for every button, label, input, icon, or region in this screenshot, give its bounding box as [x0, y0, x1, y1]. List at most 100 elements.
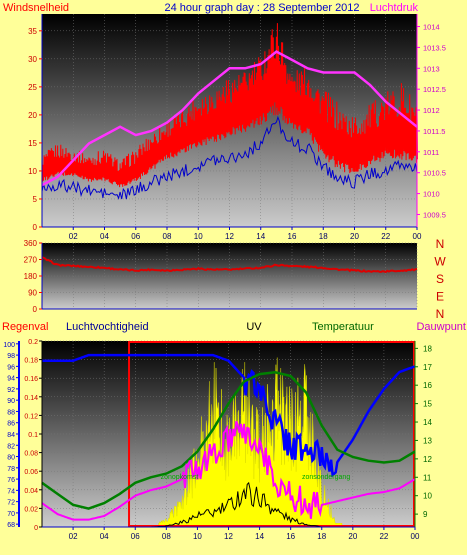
temperature-series	[41, 371, 416, 510]
compass-label: W	[434, 255, 446, 269]
humidity-y-tick-label: 90	[7, 398, 15, 405]
direction-y-tick-label: 360	[24, 239, 38, 248]
wind-average-series	[41, 115, 418, 200]
humidity-y-tick-label: 96	[7, 364, 15, 371]
uv-y-tick-label: 0.1	[28, 432, 38, 439]
uv-y-tick-label: 0.2	[28, 339, 38, 346]
humidity-y-tick-label: 72	[7, 500, 15, 507]
wind-x-tick-label: 14	[256, 232, 265, 241]
humidity-y-tick-label: 68	[7, 522, 15, 529]
multi-x-tick-label: 04	[100, 532, 109, 541]
wind-y-tick-label: 15	[28, 139, 37, 148]
multi-x-tick-label: 14	[255, 532, 264, 541]
temperature-y-tick-label: 9	[423, 510, 428, 519]
pressure-y-tick-label: 1014	[423, 23, 440, 32]
pressure-axis-title: Luchtdruk	[370, 2, 419, 14]
wind-x-tick-label: 20	[350, 232, 359, 241]
temperature-y-tick-label: 17	[423, 363, 432, 372]
compass-label: N	[436, 307, 445, 321]
wind-x-tick-label: 00	[413, 232, 422, 241]
pressure-y-tick-label: 1009.5	[423, 210, 446, 219]
wind-y-tick-label: 25	[28, 83, 37, 92]
graph-title: 24 hour graph day : 28 September 2012	[164, 2, 359, 14]
temperature-y-tick-label: 15	[423, 400, 432, 409]
uv-y-tick-label: 0.16	[24, 376, 38, 383]
wind-x-tick-label: 06	[131, 232, 140, 241]
multi-x-tick-label: 12	[224, 532, 233, 541]
temperature-y-tick-label: 16	[423, 381, 432, 390]
humidity-y-tick-label: 88	[7, 409, 15, 416]
humidity-label: Luchtvochtigheid	[66, 321, 149, 333]
humidity-y-tick-label: 78	[7, 466, 15, 473]
humidity-y-tick-label: 92	[7, 387, 15, 394]
uv-y-tick-label: 0	[34, 525, 38, 532]
wind-x-tick-label: 04	[100, 232, 109, 241]
sunset-label: zonsondergang	[302, 474, 350, 481]
humidity-y-tick-label: 74	[7, 488, 15, 495]
wind-gust-series	[41, 23, 418, 188]
pressure-series	[41, 50, 418, 187]
wind-x-tick-label: 12	[225, 232, 234, 241]
wind-y-tick-label: 20	[28, 111, 37, 120]
pressure-y-tick-label: 1013	[423, 64, 440, 73]
wind-y-tick-label: 30	[28, 55, 37, 64]
humidity-y-tick-label: 76	[7, 477, 15, 484]
humidity-series	[42, 353, 416, 478]
humidity-y-tick-label: 70	[7, 511, 15, 518]
wind-x-tick-label: 22	[381, 232, 390, 241]
uv-y-tick-label: 0.08	[24, 451, 38, 458]
uv-y-tick-label: 0.18	[24, 358, 38, 365]
direction-y-tick-label: 270	[24, 256, 38, 265]
uv-y-tick-label: 0.06	[24, 469, 38, 476]
temperature-y-tick-label: 11	[423, 473, 432, 482]
wind-x-tick-label: 02	[69, 232, 78, 241]
wind-axes: 0 5 10 15 20 25 30 35 1009.5 1010 1010.5 1011 1011.5…	[28, 14, 446, 241]
compass-label: E	[436, 290, 444, 304]
rain-label: Regenval	[2, 321, 48, 333]
pressure-y-tick-label: 1011	[423, 148, 439, 157]
humidity-y-tick-label: 80	[7, 455, 15, 462]
pressure-y-tick-label: 1010.5	[423, 169, 446, 178]
direction-y-tick-label: 90	[28, 289, 37, 298]
pressure-y-tick-label: 1013.5	[423, 43, 446, 52]
pressure-y-tick-label: 1010	[423, 190, 440, 199]
wind-y-tick-label: 35	[28, 27, 37, 36]
multi-x-tick-label: 10	[193, 532, 202, 541]
multi-x-tick-label: 02	[69, 532, 78, 541]
humidity-y-tick-label: 82	[7, 443, 15, 450]
multi-x-tick-label: 08	[162, 532, 171, 541]
dewpoint-series	[41, 420, 416, 521]
pressure-y-tick-label: 1012.5	[423, 85, 446, 94]
wind-axis-title: Windsnelheid	[3, 2, 69, 14]
temperature-y-tick-label: 10	[423, 492, 432, 501]
wind-y-tick-label: 10	[28, 167, 37, 176]
compass-label: S	[436, 272, 444, 286]
wind-x-tick-label: 10	[194, 232, 203, 241]
uv-y-tick-label: 0.12	[24, 413, 38, 420]
wind-x-tick-label: 18	[319, 232, 328, 241]
multi-axes: 6870727476788082848688909294969810000.02…	[3, 339, 432, 541]
temperature-y-tick-label: 12	[423, 455, 432, 464]
multi-x-tick-label: 18	[317, 532, 326, 541]
temperature-y-tick-label: 14	[423, 418, 432, 427]
direction-y-tick-label: 180	[24, 272, 38, 281]
humidity-y-tick-label: 86	[7, 421, 15, 428]
multi-x-tick-label: 16	[286, 532, 295, 541]
sunrise-label: zonopkomst	[161, 474, 199, 481]
wind-x-tick-label: 08	[163, 232, 172, 241]
direction-y-tick-label: 0	[33, 305, 38, 314]
direction-series	[41, 256, 418, 274]
compass-label: N	[436, 237, 445, 251]
multi-x-tick-label: 00	[411, 532, 420, 541]
humidity-y-tick-label: 100	[3, 342, 15, 349]
temperature-y-tick-label: 13	[423, 436, 432, 445]
direction-series	[41, 256, 418, 274]
humidity-y-tick-label: 84	[7, 432, 15, 439]
uv-y-tick-label: 0.14	[24, 395, 38, 402]
temperature-y-tick-label: 18	[423, 344, 432, 353]
pressure-y-tick-label: 1012	[423, 106, 440, 115]
wind-y-tick-label: 0	[33, 223, 38, 232]
